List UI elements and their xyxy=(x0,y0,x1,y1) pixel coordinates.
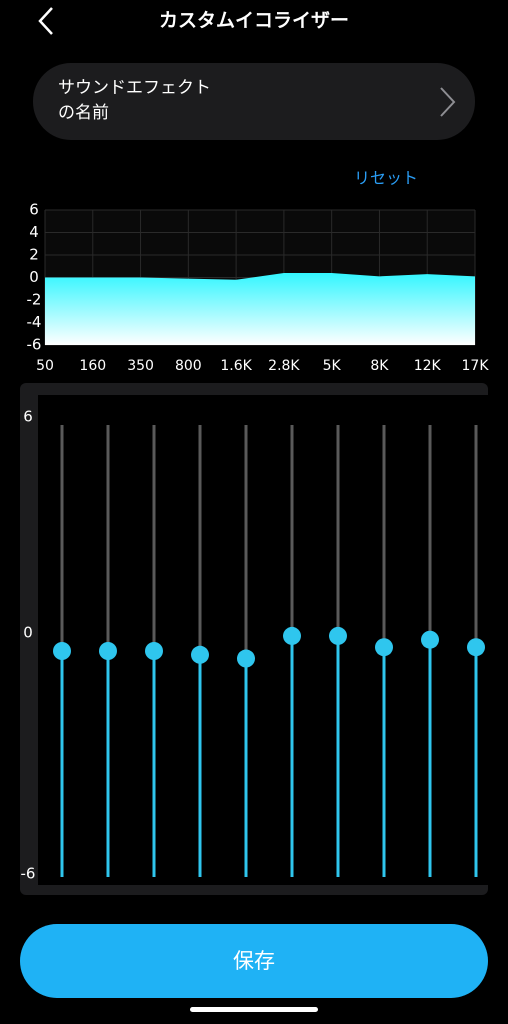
slider-tick-label: 6 xyxy=(23,408,33,426)
eq-curve-chart: 6 4 2 0 -2 -4 -6 50 160 350 800 1.6K 2.8K 5K 8K 12K 17K xyxy=(27,201,490,375)
save-label: 保存 xyxy=(233,949,275,973)
sound-effect-card[interactable] xyxy=(33,63,475,140)
slider-knob[interactable] xyxy=(467,638,485,657)
home-indicator xyxy=(190,1007,318,1012)
y-tick-label: -2 xyxy=(27,291,42,309)
slider-knob[interactable] xyxy=(421,630,439,649)
save-button[interactable] xyxy=(20,924,488,998)
y-tick-label: 0 xyxy=(29,268,39,286)
x-tick-label: 17K xyxy=(462,358,490,374)
slider-tick-label: -6 xyxy=(21,865,36,883)
slider-knob[interactable] xyxy=(53,642,71,660)
x-tick-label: 800 xyxy=(175,358,202,374)
slider-knob[interactable] xyxy=(283,626,301,645)
x-tick-label: 5K xyxy=(323,358,342,374)
slider-knob[interactable] xyxy=(99,642,117,660)
slider-knob[interactable] xyxy=(145,642,163,660)
eq-curve-area xyxy=(45,273,475,345)
x-tick-label: 2.8K xyxy=(268,358,300,374)
x-tick-label: 1.6K xyxy=(220,358,252,374)
slider-knob[interactable] xyxy=(375,638,393,657)
title: カスタムイコライザー xyxy=(159,10,349,32)
y-tick-label: -4 xyxy=(27,313,42,331)
x-tick-label: 8K xyxy=(370,358,389,374)
slider-knob[interactable] xyxy=(237,649,255,668)
back-button[interactable] xyxy=(38,7,53,35)
slider-knob[interactable] xyxy=(329,626,347,645)
slider-tick-label: 0 xyxy=(23,624,33,642)
x-tick-label: 12K xyxy=(414,358,442,374)
sound-effect-name: サウンドエフェクトの名前 xyxy=(58,78,211,123)
x-tick-label: 160 xyxy=(79,358,106,374)
card-chevron xyxy=(440,87,456,117)
x-tick-label: 350 xyxy=(127,358,154,374)
y-tick-label: 2 xyxy=(29,246,39,264)
y-tick-label: -6 xyxy=(27,336,42,354)
sliders: 6 0 -6 xyxy=(21,408,485,883)
slider-knob[interactable] xyxy=(191,645,209,664)
y-tick-label: 4 xyxy=(29,223,39,241)
x-tick-label: 50 xyxy=(36,358,54,374)
slider-panel-inner xyxy=(38,395,488,885)
y-tick-label: 6 xyxy=(29,201,39,219)
reset-link[interactable]: リセット xyxy=(354,169,418,188)
